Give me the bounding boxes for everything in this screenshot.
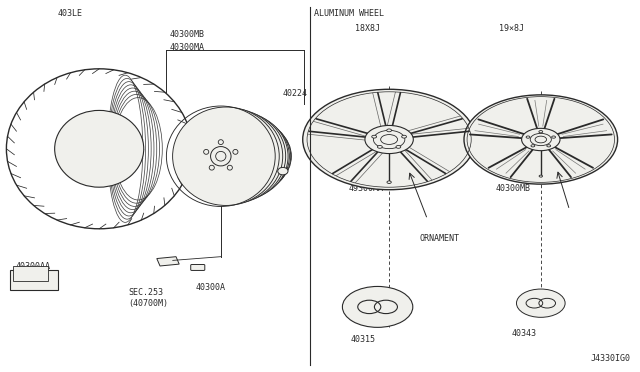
Text: 40300MB: 40300MB <box>170 30 205 39</box>
Circle shape <box>530 134 551 146</box>
Circle shape <box>365 125 413 154</box>
Circle shape <box>535 136 547 143</box>
Text: 40300MB: 40300MB <box>496 184 531 193</box>
Ellipse shape <box>211 147 231 166</box>
Ellipse shape <box>204 116 289 196</box>
Text: 40300AA: 40300AA <box>16 262 51 271</box>
Text: 40224: 40224 <box>282 89 307 97</box>
Circle shape <box>539 131 543 133</box>
Bar <box>10 270 58 290</box>
Circle shape <box>402 135 406 138</box>
Circle shape <box>522 128 560 151</box>
Bar <box>13 266 48 281</box>
Polygon shape <box>157 257 179 266</box>
Circle shape <box>378 145 382 148</box>
Text: 40315: 40315 <box>351 335 376 344</box>
Ellipse shape <box>179 109 283 204</box>
Ellipse shape <box>221 124 291 189</box>
Circle shape <box>387 129 392 132</box>
Circle shape <box>381 135 397 144</box>
Ellipse shape <box>187 110 285 202</box>
Circle shape <box>373 130 405 149</box>
Ellipse shape <box>209 165 214 170</box>
Text: 40300MA: 40300MA <box>170 43 205 52</box>
Text: ALUMINUM WHEEL: ALUMINUM WHEEL <box>314 9 384 18</box>
Text: 40300A: 40300A <box>195 283 225 292</box>
Ellipse shape <box>173 107 279 205</box>
Text: 49300MA: 49300MA <box>349 184 384 193</box>
Circle shape <box>372 135 376 138</box>
Text: 19×8J: 19×8J <box>499 24 524 33</box>
Circle shape <box>387 181 391 183</box>
Ellipse shape <box>216 151 226 161</box>
Ellipse shape <box>195 113 288 199</box>
Ellipse shape <box>227 165 232 170</box>
Circle shape <box>531 145 535 147</box>
Text: (40700M): (40700M) <box>128 299 168 308</box>
Text: ORNAMENT: ORNAMENT <box>419 234 460 243</box>
Circle shape <box>342 286 413 327</box>
Circle shape <box>547 145 550 147</box>
Circle shape <box>396 145 401 148</box>
Ellipse shape <box>54 110 144 187</box>
Text: 40343: 40343 <box>512 329 537 338</box>
Text: SEC.253: SEC.253 <box>128 288 163 297</box>
Text: 18X8J: 18X8J <box>355 24 380 33</box>
Text: 403LE: 403LE <box>58 9 83 18</box>
Circle shape <box>516 289 565 317</box>
Ellipse shape <box>212 120 291 192</box>
Ellipse shape <box>218 140 223 145</box>
FancyBboxPatch shape <box>191 264 205 270</box>
Text: J4330IG0: J4330IG0 <box>590 354 630 363</box>
Ellipse shape <box>204 150 209 154</box>
Ellipse shape <box>278 167 288 175</box>
Circle shape <box>526 136 530 138</box>
Circle shape <box>464 95 618 184</box>
Circle shape <box>552 136 556 138</box>
Circle shape <box>303 89 476 190</box>
Circle shape <box>539 175 543 177</box>
Ellipse shape <box>233 150 238 154</box>
